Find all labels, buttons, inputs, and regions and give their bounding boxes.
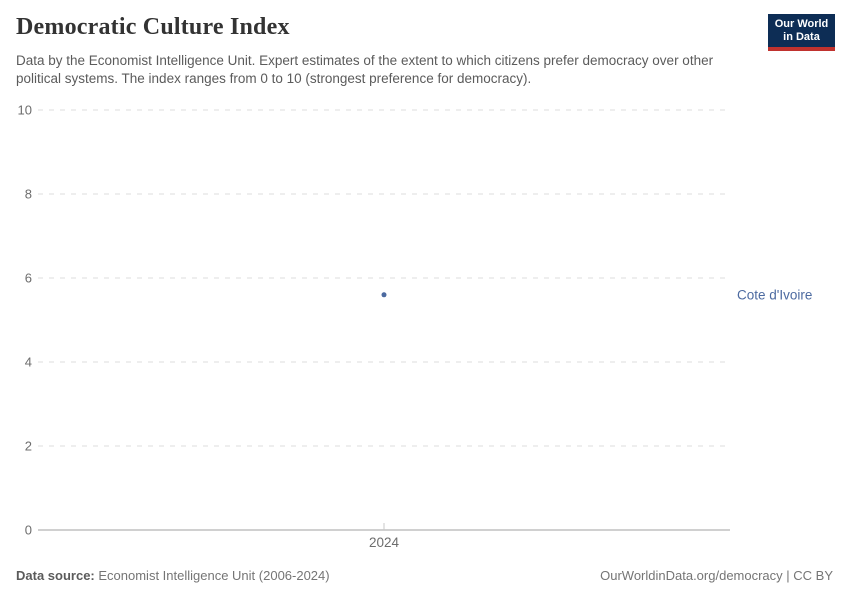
y-tick-label: 2: [25, 439, 32, 454]
y-tick-label: 0: [25, 523, 32, 538]
data-source-note: Data source: Economist Intelligence Unit…: [16, 568, 330, 583]
y-tick-label: 10: [18, 103, 32, 118]
data-source-label: Data source:: [16, 568, 95, 583]
chart-footer: Data source: Economist Intelligence Unit…: [16, 568, 833, 583]
page-title: Democratic Culture Index: [16, 14, 290, 40]
chart-subtitle: Data by the Economist Intelligence Unit.…: [16, 53, 714, 86]
owid-logo[interactable]: Our World in Data: [768, 14, 835, 51]
owid-logo-red-bar: [768, 47, 835, 51]
license-note[interactable]: OurWorldinData.org/democracy | CC BY: [600, 568, 833, 583]
y-tick-label: 4: [25, 355, 32, 370]
data-source-text: Economist Intelligence Unit (2006-2024): [94, 568, 330, 583]
x-tick-label: 2024: [369, 535, 400, 550]
data-point[interactable]: [381, 292, 387, 298]
y-tick-label: 8: [25, 187, 32, 202]
owid-logo-line1: Our World: [774, 18, 829, 30]
entity-label[interactable]: Cote d'Ivoire: [737, 287, 812, 302]
owid-logo-box: Our World in Data: [768, 14, 835, 47]
owid-logo-line2: in Data: [783, 31, 820, 43]
plot-area: 0 2 4 6 8 10 2024 Cote d'Ivoire: [18, 103, 813, 551]
y-tick-label: 6: [25, 271, 32, 286]
